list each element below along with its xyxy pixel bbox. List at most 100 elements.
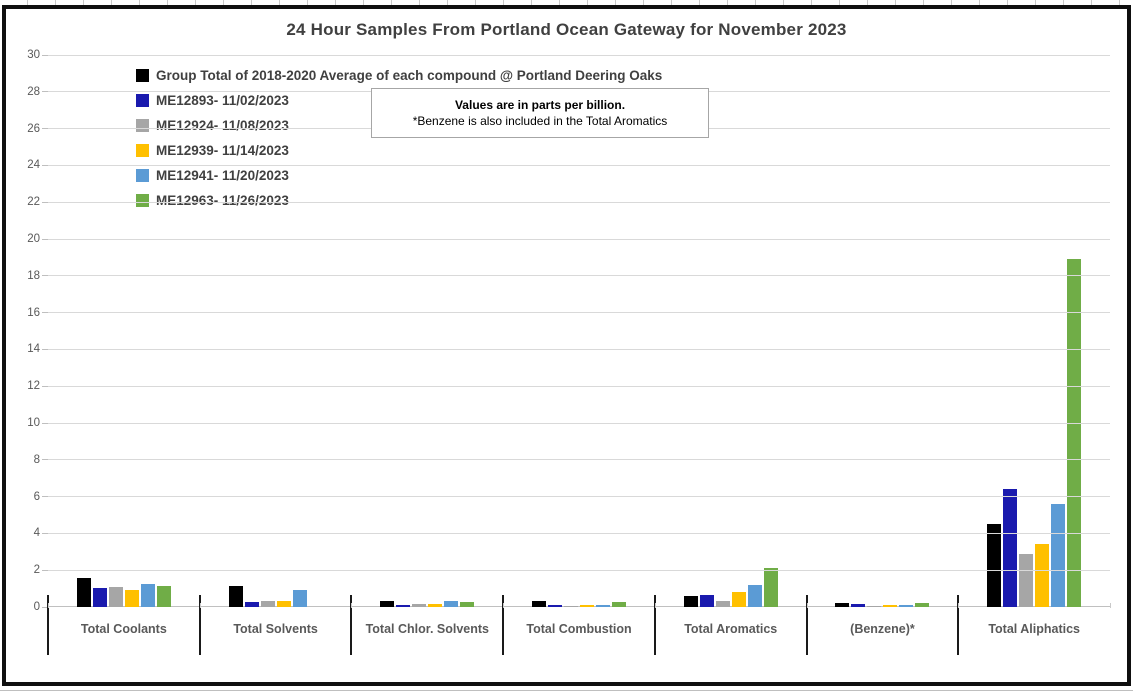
bar-series-5-total-combustion[interactable] xyxy=(596,605,611,607)
bar-group-3 xyxy=(351,55,503,607)
legend-item-5[interactable]: ME12941- 11/20/2023 xyxy=(136,163,662,188)
bar-series-2-total-aliphatics[interactable] xyxy=(1003,489,1018,607)
y-axis-label-18: 18 xyxy=(27,269,40,282)
bar-series-6-total-aromatics[interactable] xyxy=(763,568,778,607)
baseline-tick-3 xyxy=(503,603,505,608)
bar-series-1-total-aliphatics[interactable] xyxy=(987,524,1002,607)
category-label: (Benzene)* xyxy=(850,622,915,636)
baseline-tick-4 xyxy=(654,603,656,608)
y-axis-tick-26 xyxy=(42,128,48,130)
bar-series-4-total-aromatics[interactable] xyxy=(731,592,746,607)
bar-series-1-total-aromatics[interactable] xyxy=(683,595,698,607)
bar-series-3-total-combustion[interactable] xyxy=(564,605,579,607)
bar-group-2 xyxy=(200,55,352,607)
gridline-6 xyxy=(48,496,1110,498)
legend-item-2[interactable]: ME12893- 11/02/2023 xyxy=(136,88,662,113)
bar-series-6-total-aliphatics[interactable] xyxy=(1067,259,1082,607)
legend-item-6[interactable]: ME12963- 11/26/2023 xyxy=(136,188,662,213)
bar-series-3-total-aliphatics[interactable] xyxy=(1019,553,1034,607)
category-separator-4 xyxy=(653,595,656,655)
y-axis-tick-18 xyxy=(42,275,48,277)
bar-series-1--benzene-[interactable] xyxy=(835,603,850,607)
bar-series-2-total-combustion[interactable] xyxy=(548,605,563,607)
gridline-14 xyxy=(48,348,1110,350)
legend-label: ME12939- 11/14/2023 xyxy=(156,143,289,158)
bar-series-4-total-aliphatics[interactable] xyxy=(1035,543,1050,607)
bar-series-2-total-aromatics[interactable] xyxy=(699,595,714,607)
chart-frame[interactable]: 24 Hour Samples From Portland Ocean Gate… xyxy=(2,5,1131,686)
bar-series-6-total-combustion[interactable] xyxy=(612,602,627,607)
legend-swatch-icon xyxy=(136,94,149,107)
y-axis-label-22: 22 xyxy=(27,196,40,209)
bar-series-3-total-aromatics[interactable] xyxy=(715,600,730,607)
legend-swatch-icon xyxy=(136,69,149,82)
gridline-12 xyxy=(48,385,1110,387)
category-label: Total Aliphatics xyxy=(988,622,1081,636)
bar-series-1-total-chlor-solvents[interactable] xyxy=(380,600,395,607)
legend-item-1[interactable]: Group Total of 2018-2020 Average of each… xyxy=(136,63,662,88)
legend: Group Total of 2018-2020 Average of each… xyxy=(136,63,662,213)
y-axis-label-26: 26 xyxy=(27,122,40,135)
bar-series-5-total-coolants[interactable] xyxy=(140,584,155,607)
bar-series-5--benzene-[interactable] xyxy=(899,605,914,607)
bar-series-5-total-chlor-solvents[interactable] xyxy=(444,601,459,607)
bar-series-6-total-coolants[interactable] xyxy=(156,585,171,607)
bar-groups xyxy=(48,55,1110,607)
baseline-tick-6 xyxy=(958,603,960,608)
bar-series-4-total-coolants[interactable] xyxy=(124,590,139,607)
y-axis-label-4: 4 xyxy=(33,527,40,540)
y-axis-tick-2 xyxy=(42,569,48,571)
bar-series-2-total-solvents[interactable] xyxy=(244,602,259,607)
bar-series-5-total-solvents[interactable] xyxy=(292,590,307,607)
y-axis-tick-4 xyxy=(42,532,48,534)
legend-item-4[interactable]: ME12939- 11/14/2023 xyxy=(136,138,662,163)
bar-series-2-total-chlor-solvents[interactable] xyxy=(396,605,411,607)
category-label: Total Aromatics xyxy=(684,622,778,636)
y-axis-tick-0 xyxy=(42,606,48,608)
y-axis-tick-22 xyxy=(42,201,48,203)
gridline-4 xyxy=(48,532,1110,534)
legend-label: ME12893- 11/02/2023 xyxy=(156,93,289,108)
y-axis-tick-28 xyxy=(42,91,48,93)
y-axis-tick-10 xyxy=(42,422,48,424)
category-separator-2 xyxy=(350,595,353,655)
bar-series-1-total-combustion[interactable] xyxy=(532,601,547,607)
bar-series-6-total-chlor-solvents[interactable] xyxy=(460,602,475,607)
bar-series-4--benzene-[interactable] xyxy=(883,605,898,607)
bar-series-3-total-coolants[interactable] xyxy=(108,586,123,607)
legend-label: ME12924- 11/08/2023 xyxy=(156,118,289,133)
bar-series-5-total-aromatics[interactable] xyxy=(747,584,762,607)
bar-series-3--benzene-[interactable] xyxy=(867,605,882,607)
bar-series-3-total-chlor-solvents[interactable] xyxy=(412,604,427,607)
bar-series-5-total-aliphatics[interactable] xyxy=(1051,503,1066,607)
y-axis-label-10: 10 xyxy=(27,417,40,429)
category-separator-5 xyxy=(805,595,808,655)
bar-series-3-total-solvents[interactable] xyxy=(260,600,275,607)
bar-group-7 xyxy=(958,55,1110,607)
bar-series-6--benzene-[interactable] xyxy=(915,603,930,607)
bar-series-4-total-combustion[interactable] xyxy=(580,605,595,607)
spreadsheet-top-strip xyxy=(0,0,1133,5)
bar-series-2-total-coolants[interactable] xyxy=(92,587,107,607)
bar-series-4-total-solvents[interactable] xyxy=(276,600,291,607)
bar-series-1-total-solvents[interactable] xyxy=(228,585,243,607)
bar-group-4 xyxy=(503,55,655,607)
baseline-tick-2 xyxy=(351,603,353,608)
legend-label: ME12941- 11/20/2023 xyxy=(156,168,289,183)
gridline-24 xyxy=(48,164,1110,166)
category-label: Total Solvents xyxy=(233,622,318,636)
category-labels-row: Total Coolants Total Solvents Total Chlor.… xyxy=(48,618,1110,636)
bar-series-2--benzene-[interactable] xyxy=(851,604,866,607)
legend-label: Group Total of 2018-2020 Average of each… xyxy=(156,68,663,83)
gridline-2 xyxy=(48,569,1110,571)
legend-label: ME12963- 11/26/2023 xyxy=(156,193,289,208)
y-axis-tick-24 xyxy=(42,164,48,166)
y-axis-label-28: 28 xyxy=(27,85,40,98)
y-axis-label-0: 0 xyxy=(33,601,40,613)
bar-series-1-total-coolants[interactable] xyxy=(76,578,91,607)
gridline-22 xyxy=(48,201,1110,203)
y-axis-tick-6 xyxy=(42,496,48,498)
gridline-10 xyxy=(48,422,1110,424)
bar-series-4-total-chlor-solvents[interactable] xyxy=(428,604,443,607)
